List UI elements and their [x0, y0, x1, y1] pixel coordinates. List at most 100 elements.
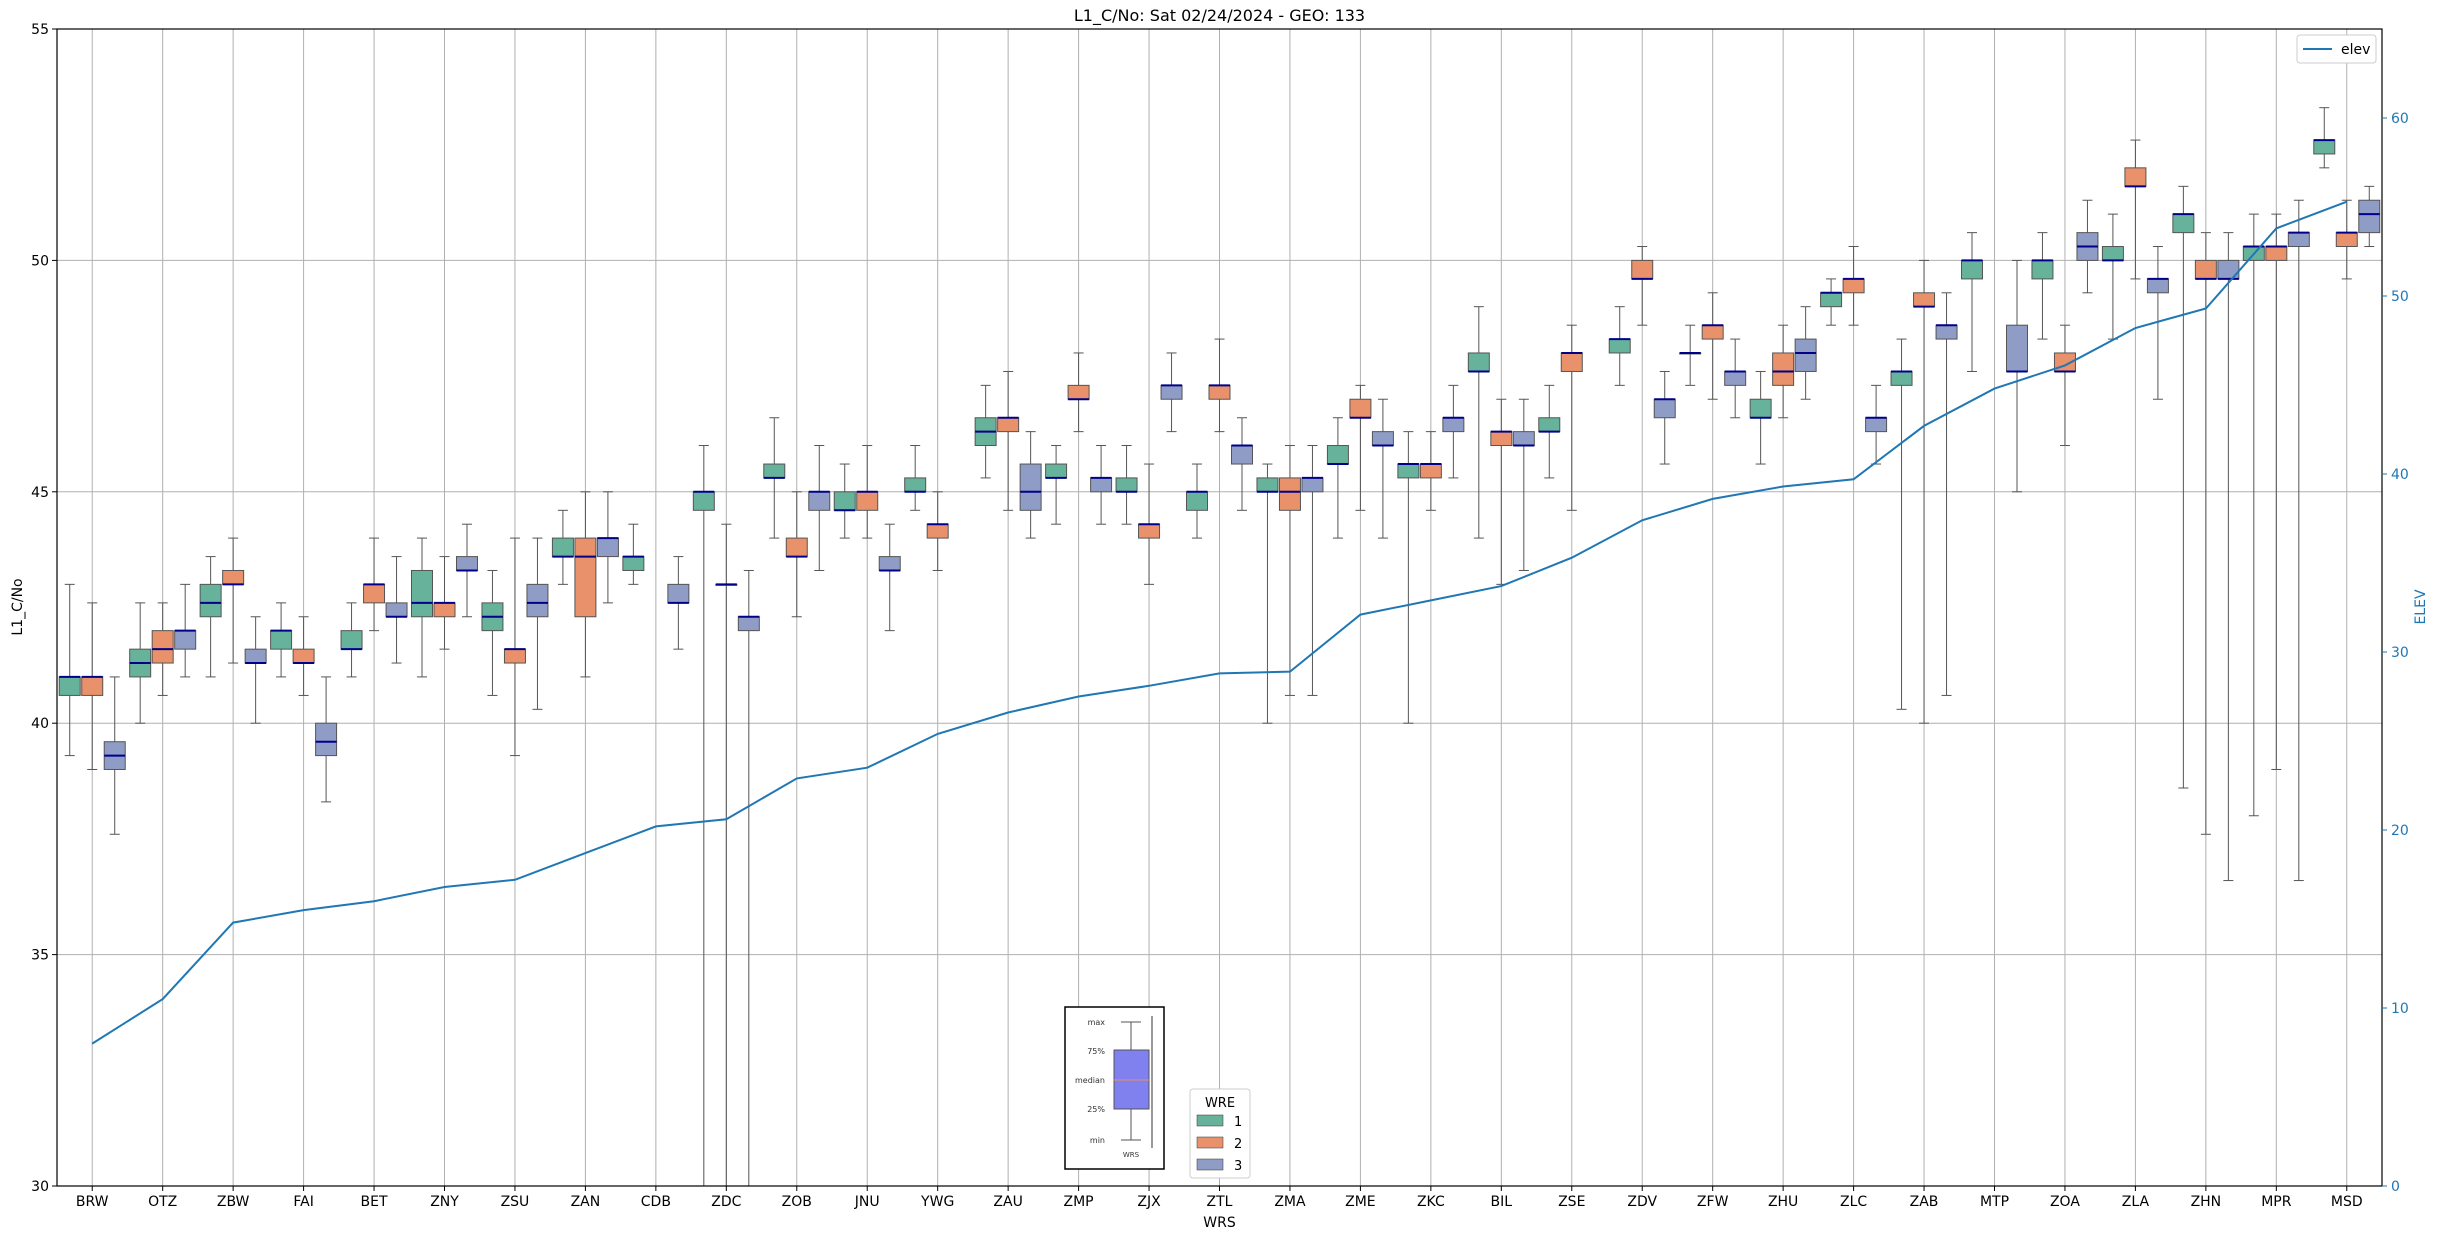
box-wre-3 [737, 616, 760, 632]
box-wre-3 [1371, 431, 1394, 447]
box-wre-3 [1090, 477, 1113, 493]
box-wre-2 [1349, 398, 1372, 419]
box-wre-3 [2287, 232, 2310, 248]
box-wre-2 [151, 630, 174, 664]
x-tick-label: JNU [854, 1194, 880, 1210]
box-key-label-25: 25% [1087, 1105, 1105, 1114]
x-tick-label: BET [361, 1194, 388, 1210]
x-tick-label: ZDV [1627, 1194, 1657, 1210]
x-tick-label: ZMA [1274, 1194, 1306, 1210]
x-tick-label: ZHN [2191, 1194, 2222, 1210]
y-tick-label: 45 [31, 485, 49, 501]
box-layer [58, 139, 2381, 770]
box-wre-1 [1186, 491, 1208, 511]
box-wre-1 [1326, 445, 1349, 465]
y-right-tick-label: 0 [2391, 1179, 2400, 1195]
y-right-tick-label: 60 [2391, 111, 2409, 127]
box-wre-3 [174, 630, 197, 650]
wre-legend-swatch-2 [1196, 1136, 1224, 1149]
box-wre-2 [1278, 477, 1301, 511]
box-wre-2 [1913, 292, 1936, 308]
box-wre-1 [1115, 477, 1138, 493]
box-wre-1 [411, 569, 433, 618]
wre-legend: WRE 1 2 3 [1189, 1088, 1251, 1179]
y-right-tick-label: 20 [2391, 823, 2409, 839]
box-wre-3 [2217, 259, 2240, 280]
box-key-inset: max 75% median 25% min WRS [1064, 1006, 1165, 1170]
box-wre-3 [456, 556, 478, 571]
y-right-tick-label: 10 [2391, 1001, 2409, 1017]
x-tick-label: ZAB [1910, 1194, 1939, 1210]
x-tick-label: YWG [920, 1194, 954, 1210]
x-tick-label: MTP [1980, 1194, 2009, 1210]
box-wre-3 [1231, 445, 1253, 465]
box-wre-1 [2101, 246, 2124, 261]
wre-legend-swatch-1 [1196, 1114, 1224, 1127]
y-right-tick-label: 40 [2391, 467, 2409, 483]
x-tick-label: ZBW [217, 1194, 250, 1210]
wre-legend-title: WRE [1205, 1096, 1235, 1111]
box-wre-3 [808, 491, 831, 511]
box-wre-3 [244, 648, 267, 664]
box-wre-3 [667, 583, 690, 604]
box-wre-2 [1701, 324, 1724, 340]
box-key-label-median: median [1075, 1076, 1105, 1085]
box-wre-3 [1724, 370, 1747, 386]
box-key-label-75: 75% [1087, 1047, 1105, 1056]
x-tick-label: ZOB [782, 1194, 812, 1210]
box-wre-2 [785, 537, 808, 558]
box-wre-2 [2265, 246, 2288, 261]
box-wre-1 [622, 556, 645, 571]
box-wre-3 [1019, 463, 1042, 511]
y-tick-label: 55 [31, 22, 49, 38]
x-tick-label: BIL [1491, 1194, 1513, 1210]
box-wre-1 [2313, 139, 2336, 155]
box-wre-2 [997, 417, 1020, 433]
y-tick-label: 30 [31, 1179, 49, 1195]
box-wre-3 [1160, 384, 1183, 400]
box-wre-1 [1608, 338, 1631, 354]
box-wre-1 [1961, 259, 1983, 280]
elev-legend-label: elev [2341, 42, 2370, 58]
wre-legend-frame [1189, 1088, 1251, 1179]
box-wre-1 [551, 537, 574, 558]
box-wre-3 [1653, 398, 1676, 419]
box-wre-3 [385, 602, 408, 618]
elev-legend-frame [2296, 34, 2377, 64]
box-wre-2 [433, 602, 456, 618]
x-tick-label: ZAN [571, 1194, 601, 1210]
box-wre-2 [574, 537, 597, 618]
box-wre-2 [1138, 523, 1161, 539]
box-key-label-min: min [1090, 1136, 1105, 1145]
x-tick-label: ZAU [993, 1194, 1022, 1210]
x-tick-label: CDB [641, 1194, 671, 1210]
box-wre-1 [1256, 477, 1279, 493]
box-wre-1 [1538, 417, 1561, 433]
box-wre-3 [1442, 417, 1465, 433]
box-wre-1 [2172, 213, 2195, 234]
box-wre-2 [1842, 278, 1865, 294]
y-tick-label: 40 [31, 716, 49, 732]
box-wre-1 [692, 491, 715, 511]
box-wre-1 [270, 630, 293, 650]
x-tick-label: ZJX [1137, 1194, 1161, 1210]
box-wre-2 [1067, 384, 1090, 400]
x-tick-label: ZHU [1768, 1194, 1798, 1210]
box-wre-1 [904, 477, 927, 493]
box-wre-2 [1772, 352, 1795, 386]
wre-legend-label-2: 2 [1234, 1137, 1242, 1152]
x-tick-label: MSD [2331, 1194, 2363, 1210]
wre-legend-label-1: 1 [1234, 1115, 1242, 1130]
x-axis-label: WRS [1203, 1215, 1236, 1231]
box-wre-3 [1301, 477, 1324, 493]
box-wre-3 [315, 722, 338, 757]
box-key-label-max: max [1088, 1018, 1106, 1027]
box-wre-3 [1935, 324, 1958, 340]
elev-legend: elev [2296, 34, 2377, 64]
box-wre-2 [222, 569, 245, 585]
x-tick-label: ZSU [501, 1194, 530, 1210]
box-wre-2 [363, 583, 386, 604]
x-tick-label: ZTL [1207, 1194, 1233, 1210]
